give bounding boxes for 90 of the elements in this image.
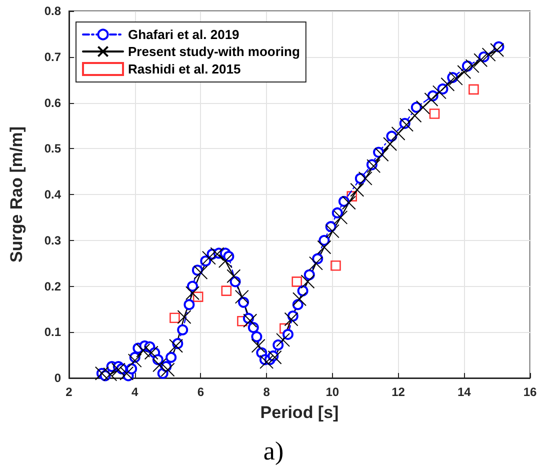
point	[166, 352, 177, 363]
text: a)	[263, 436, 284, 466]
point	[169, 338, 184, 353]
point	[400, 118, 414, 132]
point	[177, 324, 188, 336]
y-tick-label: 0.4	[44, 188, 62, 202]
legend-label: Present study-with mooring	[128, 44, 300, 59]
point	[292, 276, 302, 287]
point	[330, 260, 341, 271]
point	[457, 65, 472, 80]
point	[152, 358, 167, 372]
point	[325, 224, 340, 238]
y-tick-label: 0	[54, 371, 62, 385]
point	[280, 323, 290, 334]
point	[136, 343, 150, 358]
point	[465, 59, 480, 74]
point	[374, 148, 389, 162]
x-tick-label: 10	[326, 385, 340, 399]
y-tick-label: 0.7	[44, 50, 62, 64]
point	[416, 100, 430, 114]
point	[192, 292, 204, 302]
x-tick-label: 2	[66, 385, 73, 399]
point	[474, 53, 488, 68]
point	[111, 362, 126, 377]
x-tick-label: 4	[132, 385, 139, 399]
x-axis-title: Period [s]	[260, 403, 339, 422]
point	[103, 367, 118, 382]
point	[490, 42, 504, 57]
point	[383, 137, 398, 152]
point	[350, 182, 364, 197]
point	[342, 196, 356, 210]
point	[128, 354, 142, 368]
point	[276, 332, 290, 347]
point	[218, 254, 232, 268]
point	[346, 191, 358, 202]
point	[243, 314, 258, 328]
point	[432, 85, 446, 100]
point	[144, 346, 158, 360]
point	[234, 290, 249, 304]
legend-label: Ghafari et al. 2019	[128, 27, 240, 42]
x-tick-label: 12	[392, 385, 406, 399]
point	[292, 292, 306, 306]
point	[386, 130, 398, 142]
point	[226, 269, 241, 284]
point	[160, 362, 175, 377]
point	[194, 265, 208, 280]
point	[202, 250, 216, 265]
point	[391, 126, 406, 140]
point	[251, 338, 266, 353]
y-tick-label: 0.5	[44, 142, 62, 156]
x-tick-label: 14	[457, 385, 472, 399]
point	[358, 171, 372, 186]
point	[237, 316, 248, 326]
point	[366, 159, 381, 174]
y-tick-label: 0.3	[44, 233, 62, 248]
point	[284, 312, 298, 326]
point	[440, 77, 455, 92]
point	[170, 312, 180, 324]
legend-label: Rashidi et al. 2015	[128, 62, 241, 76]
point	[268, 350, 282, 364]
point	[210, 247, 224, 262]
point	[429, 108, 440, 119]
point	[317, 240, 332, 254]
point	[186, 280, 198, 292]
point	[468, 84, 479, 95]
point	[448, 71, 463, 86]
point	[304, 269, 315, 280]
x-tick-label: 8	[263, 385, 270, 399]
point	[177, 310, 192, 324]
y-tick-label: 0.8	[44, 4, 62, 18]
point	[221, 286, 232, 296]
x-tick-label: 16	[523, 385, 537, 399]
point	[260, 354, 274, 369]
point	[251, 331, 262, 342]
point	[424, 92, 438, 107]
y-tick-label: 0.6	[44, 96, 62, 110]
point	[300, 274, 315, 289]
point	[185, 286, 200, 300]
point	[248, 322, 259, 334]
y-axis-title: Surge Rao [m/m]	[7, 126, 26, 263]
x-tick-label: 6	[197, 385, 204, 399]
y-tick-label: 0.1	[44, 325, 62, 340]
point	[408, 108, 422, 123]
point	[410, 102, 422, 113]
y-tick-label: 0.2	[44, 279, 62, 294]
point	[308, 256, 323, 270]
point	[120, 366, 134, 380]
point	[332, 207, 343, 218]
point	[334, 210, 348, 224]
point	[184, 299, 195, 310]
